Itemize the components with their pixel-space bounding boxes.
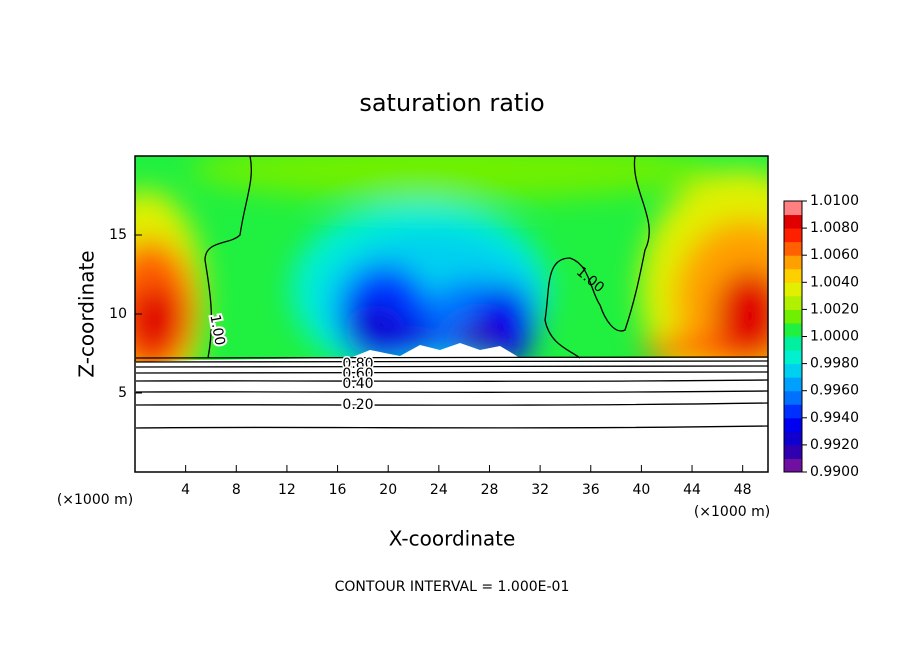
x-tick-label: 32	[531, 482, 549, 498]
contour-line	[135, 360, 768, 363]
colorbar-label: 1.0060	[810, 247, 859, 263]
colorbar-band	[784, 201, 802, 216]
x-tick-label: 8	[232, 482, 241, 498]
colorbar-band	[784, 214, 802, 229]
x-tick-label: 24	[430, 482, 448, 498]
y-tick-label: 15	[109, 227, 127, 243]
colorbar-band	[784, 295, 802, 310]
contour-line	[544, 156, 650, 359]
colorbar-band	[784, 444, 802, 459]
colorbar-band	[784, 390, 802, 405]
x-tick-label: 20	[379, 482, 397, 498]
contour-label: 0.40	[342, 376, 373, 392]
field-blob	[135, 285, 183, 355]
field	[135, 156, 768, 472]
x-tick-label: 28	[481, 482, 499, 498]
colorbar-band	[784, 282, 802, 297]
colorbar-band	[784, 363, 802, 378]
colorbar-label: 1.0040	[810, 274, 859, 290]
colorbar-label: 1.0020	[810, 301, 859, 317]
x-axis-title: X-coordinate	[389, 527, 516, 551]
contour-label: 0.20	[342, 397, 373, 413]
colorbar-band	[784, 336, 802, 351]
colorbar-band	[784, 377, 802, 392]
colorbar-label: 0.9920	[810, 437, 859, 453]
x-tick-label: 12	[278, 482, 296, 498]
chart-title: saturation ratio	[359, 89, 544, 117]
y-tick-label: 10	[109, 306, 127, 322]
field-blob	[345, 305, 405, 355]
contour-line	[135, 390, 768, 394]
colorbar-label: 1.0100	[810, 193, 859, 209]
x-tick-label: 44	[683, 482, 701, 498]
y-unit: (×1000 m)	[57, 492, 133, 508]
x-tick-label: 36	[582, 482, 600, 498]
colorbar-label: 0.9960	[810, 383, 859, 399]
field-blob	[190, 156, 710, 200]
x-tick-label: 48	[734, 482, 752, 498]
colorbar-band	[784, 268, 802, 283]
colorbar-label: 0.9980	[810, 356, 859, 372]
footer: CONTOUR INTERVAL = 1.000E-01	[335, 579, 570, 595]
y-tick-label: 5	[118, 385, 127, 401]
x-tick-label: 16	[329, 482, 347, 498]
colorbar-band	[784, 350, 802, 365]
x-tick-label: 4	[181, 482, 190, 498]
colorbar-label: 1.0000	[810, 329, 859, 345]
colorbar-band	[784, 404, 802, 419]
contour-label: 0.60	[342, 366, 373, 382]
colorbar-label: 1.0080	[810, 220, 859, 236]
contour-line	[204, 156, 253, 359]
colorbar-band	[784, 255, 802, 270]
contour-label: 0.80	[342, 356, 373, 372]
x-unit: (×1000 m)	[694, 504, 770, 520]
colorbar-band	[784, 417, 802, 432]
colorbar-band	[784, 241, 802, 256]
contour-line	[135, 365, 768, 368]
colorbar-band	[784, 309, 802, 324]
contour-line	[135, 402, 768, 406]
y-axis-title: Z-coordinate	[75, 250, 99, 377]
contours	[135, 156, 768, 429]
contour-line	[135, 425, 768, 429]
below-range	[135, 343, 768, 472]
contour-line	[135, 371, 768, 374]
colorbar-band	[784, 228, 802, 243]
field-blobs	[135, 156, 768, 410]
contour-line	[135, 379, 768, 383]
colorbar-label: 0.9940	[810, 410, 859, 426]
field-blob	[715, 270, 768, 360]
colorbar-band	[784, 431, 802, 446]
colorbar-band	[784, 322, 802, 337]
x-tick-label: 40	[632, 482, 650, 498]
colorbar-label: 0.9900	[810, 464, 859, 480]
field-blob	[640, 340, 740, 360]
colorbar-band	[784, 458, 802, 473]
